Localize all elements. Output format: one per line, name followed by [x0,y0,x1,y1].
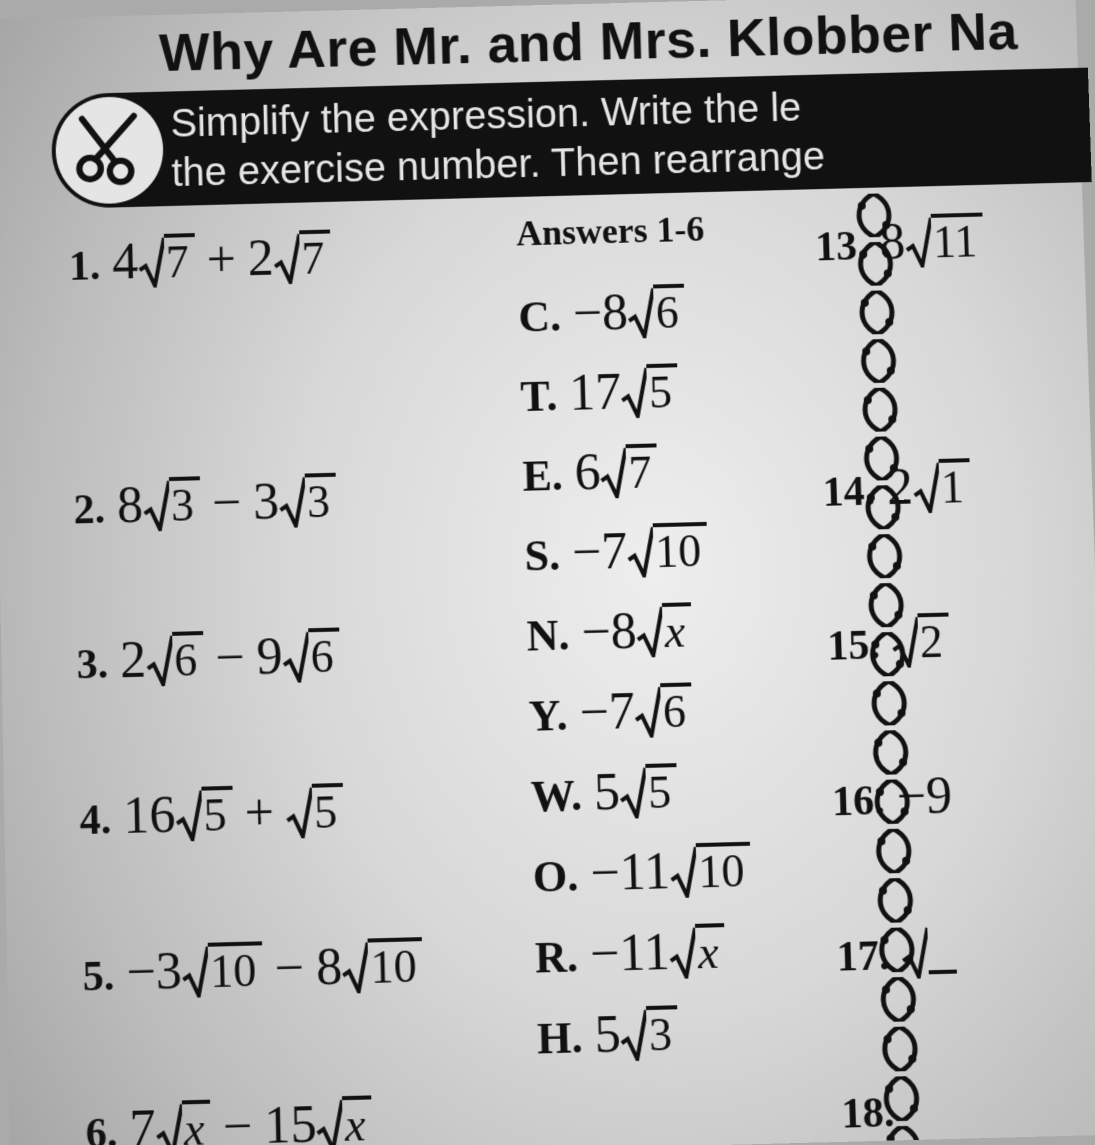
math-expression: 175 [569,365,679,423]
answers-column: Answers 1-6 C.−86T.175E.67S.−710N.−8xY.−… [516,205,843,1145]
sqrt-icon: 5 [620,365,678,422]
math-expression: 47+27 [112,232,331,293]
math-expression: −76 [579,684,693,743]
problem-row: 3.26−96 [75,589,527,693]
answer-row: C.−86 [517,258,818,345]
sqrt-icon: 5 [175,788,233,846]
answer-row: W.55 [529,737,832,825]
answer-letter: C. [518,295,562,346]
instruction-banner: Simplify the expression. Write the le th… [51,68,1092,209]
answer-letter: R. [534,935,578,987]
answer-letter: O. [532,854,579,906]
sqrt-icon: 6 [146,633,204,691]
math-expression: 53 [594,1007,679,1066]
sqrt-icon: x [636,604,692,661]
math-expression: −11x [589,925,725,985]
problem-number: 5. [82,955,115,1004]
sqrt-icon: x [669,925,725,983]
answer-letter: E. [522,454,564,505]
math-expression: 165+5 [123,785,344,847]
answer-letter: S. [524,534,561,585]
answer-letter: H. [536,1016,583,1068]
problems-column: 1.47+272.83−333.26−964.165+55.−310−8106.… [68,213,540,1145]
answer-row: Y.−76 [527,657,830,745]
sqrt-icon: 10 [342,939,424,998]
sqrt-icon: x [316,1097,372,1145]
sqrt-icon: 6 [282,630,340,688]
math-expression: −310−810 [126,939,424,1003]
sqrt-icon: 6 [634,684,693,742]
sqrt-icon: 3 [620,1007,679,1065]
answer-row: H.53 [536,979,840,1068]
answer-letter: W. [530,774,582,826]
math-expression: 26−96 [120,630,341,692]
sqrt-icon: 7 [273,232,331,289]
answer-row: S.−710 [523,497,825,585]
instruction-line-2: the exercise number. Then rearrange [171,135,825,195]
math-expression: −710 [571,524,708,583]
problem-row: 6. 7x−15x [84,1057,540,1145]
math-expression: −1110 [590,844,752,905]
problem-number: 1. [69,246,101,294]
problem-number: 6. [85,1112,118,1145]
answer-row: O.−1110 [532,817,835,906]
answer-letter: N. [526,613,570,664]
math-expression: 83−33 [117,475,337,537]
sqrt-icon: 10 [669,844,751,903]
answer-row: E.67 [521,417,823,504]
sqrt-icon: 5 [286,785,344,843]
problem-number: 4. [79,799,112,848]
sqrt-icon: 11 [904,215,984,272]
problem-number: 3. [76,644,108,693]
math-expression: −86 [572,286,685,344]
sqrt-icon: 5 [619,765,678,823]
answer-letter: T. [520,374,558,425]
problem-row: 2.83−33 [72,435,523,538]
sqrt-icon: 1 [912,460,971,517]
sqrt-icon: 10 [181,943,263,1002]
problem-row: 4.165+5 [78,744,531,848]
answer-row: N.−8x [525,577,827,665]
math-expression: 7x−15x [129,1097,372,1145]
sqrt-icon: 10 [627,524,709,582]
problem-row: 1.47+27 [68,221,517,294]
problem-row: 5.−310−810 [81,900,535,1005]
answer-letter: Y. [528,694,568,745]
problem-number: 2. [73,489,105,538]
math-expression: 67 [574,445,658,503]
instruction-text: Simplify the expression. Write the le th… [170,82,826,198]
sqrt-icon: 6 [627,286,685,343]
sqrt-icon: 7 [138,235,196,292]
sqrt-icon: x [155,1102,211,1145]
sqrt-icon: 3 [142,479,200,536]
sqrt-icon: 3 [279,475,337,532]
answer-row: T.175 [519,338,820,425]
math-expression: −8x [581,604,692,663]
scissors-icon [55,96,164,205]
sqrt-icon: 7 [600,445,658,502]
math-expression: 55 [593,765,678,823]
answer-row: R.−11x [534,898,838,987]
answers-header: Answers 1-6 [516,205,816,254]
